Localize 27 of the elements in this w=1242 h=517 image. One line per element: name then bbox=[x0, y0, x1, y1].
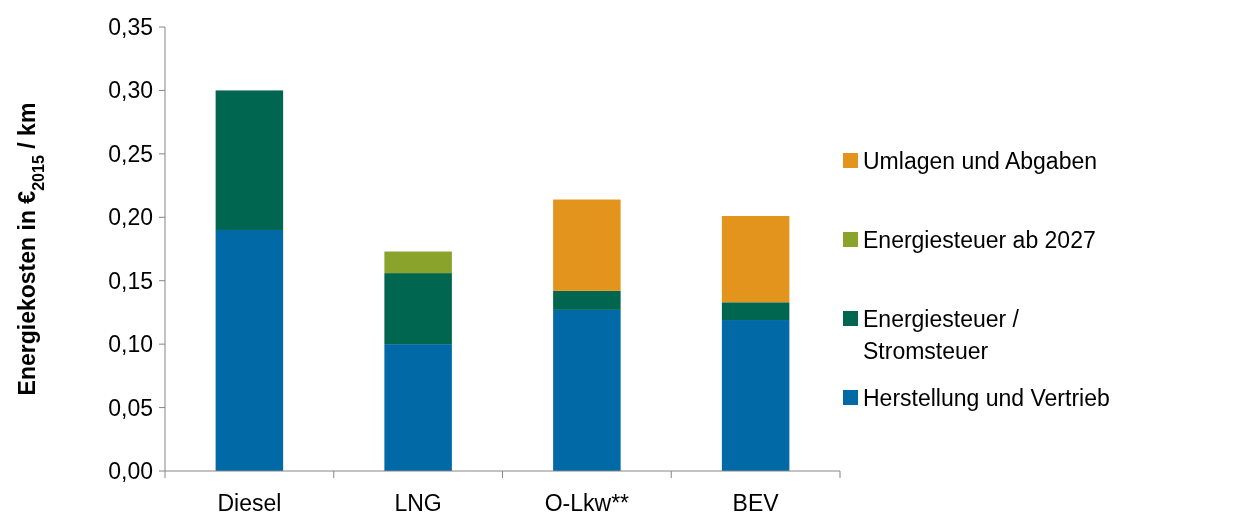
y-tick-label: 0,35 bbox=[108, 14, 153, 41]
y-tick-label: 0,20 bbox=[108, 204, 153, 231]
y-tick-label: 0,30 bbox=[108, 77, 153, 104]
legend-label: Energiesteuer ab 2027 bbox=[863, 227, 1096, 254]
legend-label: Umlagen und Abgaben bbox=[863, 148, 1098, 175]
bar bbox=[553, 199, 621, 291]
bar bbox=[721, 216, 790, 303]
bar bbox=[384, 273, 452, 345]
legend-label: Herstellung und Vertrieb bbox=[863, 385, 1110, 412]
x-tick-label: O-Lkw** bbox=[544, 490, 630, 516]
bar bbox=[384, 251, 452, 274]
bar bbox=[553, 290, 621, 310]
legend-label: Energiesteuer / Stromsteuer bbox=[863, 306, 1020, 365]
bar bbox=[384, 344, 452, 471]
y-tick-label: 0,10 bbox=[108, 331, 153, 358]
bar bbox=[721, 320, 790, 471]
bar bbox=[553, 309, 621, 471]
bar bbox=[215, 229, 284, 471]
y-tick-label: 0,00 bbox=[108, 458, 153, 485]
bar bbox=[721, 302, 790, 321]
x-tick-label: LNG bbox=[394, 490, 442, 516]
bar bbox=[215, 90, 284, 230]
y-tick-label: 0,15 bbox=[108, 267, 153, 294]
x-tick-label: BEV bbox=[732, 490, 780, 516]
x-tick-label: Diesel bbox=[217, 490, 282, 516]
y-tick-label: 0,05 bbox=[108, 394, 153, 421]
y-tick-label: 0,25 bbox=[108, 140, 153, 167]
